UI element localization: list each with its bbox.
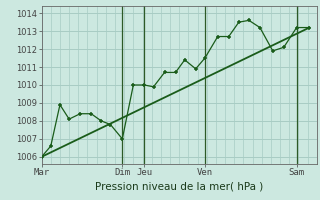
X-axis label: Pression niveau de la mer( hPa ): Pression niveau de la mer( hPa ) [95, 181, 263, 191]
